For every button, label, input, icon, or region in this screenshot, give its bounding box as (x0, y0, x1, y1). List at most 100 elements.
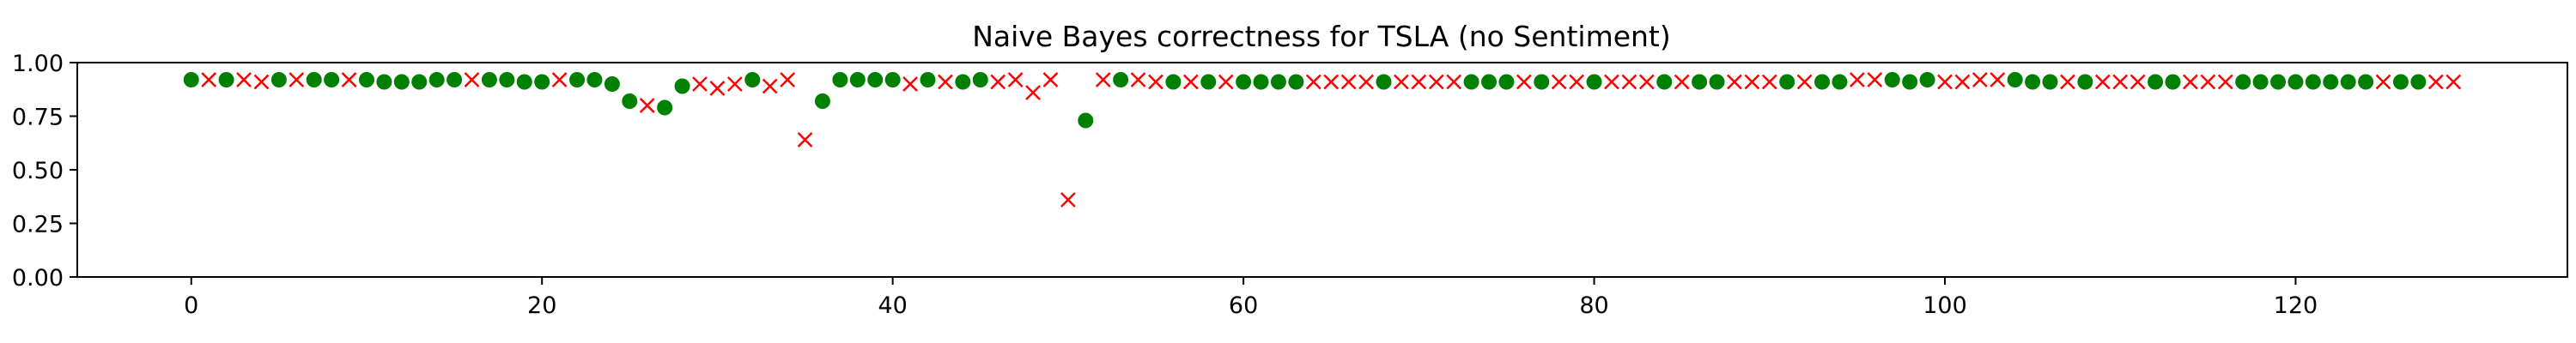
point-incorrect (1638, 74, 1655, 90)
point-correct (1288, 74, 1304, 90)
point-incorrect (464, 72, 480, 87)
point-incorrect (1954, 74, 1971, 90)
point-incorrect (1850, 72, 1865, 87)
point-incorrect (692, 76, 708, 92)
x-tick-label: 60 (1229, 292, 1258, 319)
point-correct (1832, 74, 1848, 90)
point-correct (849, 72, 866, 87)
point-correct (1463, 74, 1479, 90)
point-correct (481, 72, 497, 87)
point-correct (1376, 74, 1392, 90)
point-correct (955, 74, 971, 90)
point-correct (569, 72, 586, 87)
point-incorrect (2200, 74, 2216, 90)
point-correct (972, 72, 988, 87)
point-correct (1902, 74, 1918, 90)
point-incorrect (1218, 74, 1234, 90)
point-incorrect (201, 72, 217, 87)
point-correct (2252, 74, 2269, 90)
point-correct (884, 72, 901, 87)
point-correct (1692, 74, 1708, 90)
point-incorrect (1340, 74, 1357, 90)
point-correct (2025, 74, 2041, 90)
point-correct (2410, 74, 2427, 90)
point-correct (2340, 74, 2356, 90)
point-correct (393, 74, 410, 90)
point-correct (447, 72, 463, 87)
point-correct (1586, 74, 1602, 90)
point-incorrect (341, 72, 357, 87)
point-correct (586, 72, 603, 87)
point-incorrect (551, 72, 568, 87)
point-incorrect (1148, 74, 1163, 90)
point-correct (657, 99, 673, 116)
point-correct (1709, 74, 1725, 90)
point-correct (324, 72, 340, 87)
point-incorrect (1394, 74, 1409, 90)
x-tick-label: 40 (878, 292, 907, 319)
point-incorrect (639, 98, 655, 113)
point-incorrect (2112, 74, 2129, 90)
chart-title: Naive Bayes correctness for TSLA (no Sen… (972, 20, 1671, 53)
point-correct (744, 72, 761, 87)
point-correct (2287, 74, 2304, 90)
point-incorrect (1025, 85, 1041, 100)
point-correct (2165, 74, 2181, 90)
point-correct (1113, 72, 1129, 87)
point-correct (428, 72, 445, 87)
point-incorrect (1551, 74, 1567, 90)
point-incorrect (2094, 74, 2111, 90)
point-correct (270, 72, 287, 87)
point-correct (1534, 74, 1550, 90)
point-correct (306, 72, 322, 87)
y-tick-label: 1.00 (12, 51, 64, 77)
point-correct (411, 74, 428, 90)
point-incorrect (289, 72, 305, 87)
point-incorrect (1867, 72, 1883, 87)
point-correct (183, 72, 199, 87)
point-correct (358, 72, 374, 87)
point-incorrect (2445, 74, 2462, 90)
point-correct (622, 93, 638, 109)
point-correct (516, 74, 532, 90)
point-incorrect (1323, 74, 1340, 90)
point-incorrect (938, 74, 953, 90)
point-incorrect (2217, 74, 2233, 90)
point-incorrect (2129, 74, 2146, 90)
point-incorrect (1569, 74, 1585, 90)
point-correct (1078, 112, 1094, 129)
point-incorrect (1095, 72, 1111, 87)
point-incorrect (1411, 74, 1427, 90)
point-incorrect (1042, 72, 1059, 87)
point-correct (604, 76, 620, 92)
y-tick-label: 0.75 (12, 105, 64, 131)
x-tick-label: 100 (1923, 292, 1967, 319)
point-incorrect (2375, 74, 2391, 90)
point-correct (499, 72, 515, 87)
point-incorrect (797, 132, 813, 147)
point-correct (1919, 72, 1935, 87)
point-incorrect (253, 74, 270, 90)
point-correct (814, 93, 830, 109)
point-incorrect (1446, 74, 1462, 90)
point-correct (1270, 74, 1286, 90)
point-correct (1498, 74, 1515, 90)
point-incorrect (2060, 74, 2075, 90)
point-incorrect (1182, 74, 1199, 90)
point-correct (1200, 74, 1217, 90)
point-correct (2305, 74, 2321, 90)
point-incorrect (1621, 74, 1637, 90)
point-correct (1481, 74, 1498, 90)
point-incorrect (709, 81, 726, 96)
point-correct (2270, 74, 2287, 90)
y-tick-label: 0.25 (12, 212, 64, 238)
point-incorrect (1130, 72, 1146, 87)
point-correct (2358, 74, 2374, 90)
point-correct (1236, 74, 1252, 90)
point-incorrect (2427, 74, 2444, 90)
point-incorrect (1727, 74, 1742, 90)
point-correct (674, 78, 690, 94)
x-tick-label: 80 (1579, 292, 1608, 319)
point-incorrect (1990, 72, 2006, 87)
